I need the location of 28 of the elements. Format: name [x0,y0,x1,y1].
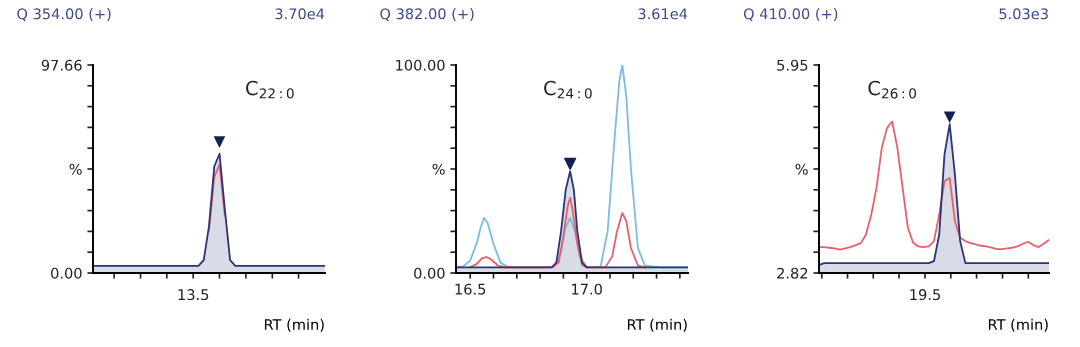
y-tick-label: % [795,163,808,175]
y-tick-label: % [69,163,82,175]
text: 13.5 [178,289,209,301]
y-tick-label: % [432,163,445,175]
chart-subtitle: 5.03e3 [999,8,1048,20]
annotation: ▼ [943,111,956,124]
chart-subtitle: 3.61e4 [638,8,688,20]
annotation: C$_{22:0}$ [246,80,294,99]
y-tick-label: 0.00 [51,267,82,279]
annotation: C$_{26:0}$ [868,80,917,99]
line-series [208,163,226,232]
x-axis-title: RT (min) [627,318,687,332]
text: 19.5 [910,289,940,301]
chart-title: Q 354.00 (+) [17,8,111,22]
y-tick-label: 100.00 [396,59,445,71]
y-tick-label: 97.66 [41,59,82,71]
y-tick-label: 0.00 [414,267,445,279]
x-axis-title: RT (min) [988,318,1048,332]
x-tick-label: 16.5 [455,283,486,295]
y-tick-label: 2.82 [777,267,808,279]
chart-subtitle: 3.70e4 [275,8,325,20]
chart-title: Q 382.00 (+) [380,8,474,22]
x-tick-label: 17.0 [572,283,602,295]
annotation: C$_{24:0}$ [544,80,592,99]
chart-title: Q 410.00 (+) [743,8,838,22]
annotation: ▼ [213,136,226,149]
x-axis-title: RT (min) [264,318,324,332]
y-tick-label: 5.95 [777,59,808,71]
